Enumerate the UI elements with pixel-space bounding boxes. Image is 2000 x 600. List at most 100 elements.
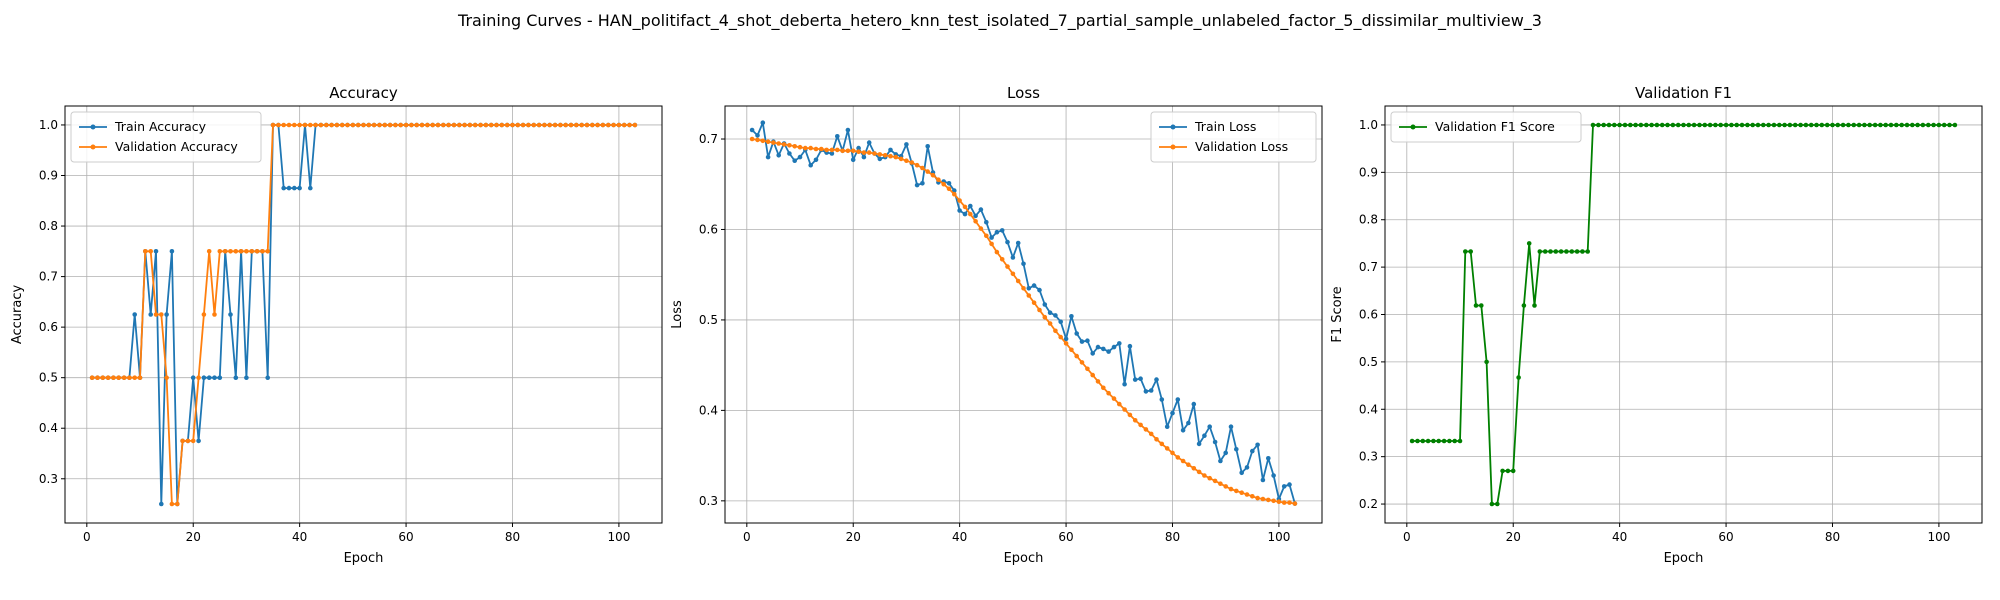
data-point [568,122,574,128]
legend-swatch-marker [1170,124,1176,130]
data-point [1244,492,1250,497]
data-point [1042,314,1048,320]
data-point [1452,438,1457,444]
data-point [1755,122,1761,128]
data-point [292,122,297,128]
data-point [930,172,936,178]
data-point [196,438,201,444]
data-point [212,375,217,381]
data-point [206,375,212,381]
data-point [1154,377,1159,382]
data-point [1718,122,1723,128]
data-point [324,122,329,128]
data-point [749,136,755,142]
data-point [1931,122,1936,128]
data-point [1287,482,1292,487]
data-point [888,153,893,159]
data-point [281,185,287,191]
data-point [462,122,467,128]
data-point [840,148,845,154]
data-point [345,122,350,128]
data-point [1569,249,1575,254]
data-point [95,375,100,381]
data-point [1436,438,1441,444]
data-point [1106,390,1111,396]
data-point [164,312,169,317]
data-point [1644,122,1649,128]
legend: Train Accuracy Validation Accuracy [70,111,262,163]
data-point [1952,122,1958,128]
x-tick-label: 20 [846,530,861,544]
data-point [952,191,957,197]
data-point [1196,469,1202,475]
data-point [1202,433,1207,439]
data-point [1063,341,1069,346]
data-point [776,141,781,146]
data-point [829,151,835,156]
data-point [361,122,366,128]
data-point [1090,372,1095,378]
data-point [403,122,409,128]
data-point [244,249,249,254]
data-point [89,375,95,381]
data-point [1047,321,1053,326]
data-point [606,122,611,128]
data-point [1558,249,1564,254]
data-point [1117,401,1122,407]
data-point [941,181,946,187]
data-point [1287,500,1292,505]
data-point [472,122,478,128]
data-point [898,156,904,162]
data-point [1729,122,1734,128]
data-point [430,122,436,128]
data-point [904,142,909,147]
data-point [787,151,792,156]
x-axis-label: Epoch [1004,551,1044,566]
data-point [308,122,313,128]
data-point [1095,379,1101,384]
data-point [1883,122,1888,128]
data-point [1117,341,1122,346]
y-tick-label: 0.7 [39,270,58,284]
data-point [1111,344,1117,350]
data-point [1761,122,1766,128]
data-point [1457,438,1463,444]
x-tick-label: 40 [952,530,967,544]
data-point [1697,122,1702,128]
y-tick-label: 0.3 [1359,450,1378,464]
data-point [989,241,994,247]
data-point [1015,278,1021,284]
data-point [387,122,393,128]
data-point [861,154,867,160]
data-point [994,229,1000,235]
data-point [1127,412,1133,418]
x-tick-label: 0 [83,530,91,544]
data-point [835,134,840,139]
data-point [441,122,446,128]
data-point [1675,122,1681,128]
data-point [765,139,771,144]
data-point [318,122,324,128]
data-point [1106,349,1111,354]
data-point [1207,424,1212,430]
data-point [1585,249,1590,254]
data-point [1101,385,1106,391]
y-axis-label: Accuracy [10,285,25,345]
data-point [1250,448,1255,454]
data-point [414,122,420,128]
data-point [1255,442,1260,448]
data-point [260,249,265,254]
data-point [1665,122,1670,128]
data-point [1840,122,1846,128]
data-point [212,312,217,317]
data-point [611,122,616,128]
data-point [1622,122,1628,128]
data-point [845,148,851,154]
data-point [1792,122,1798,128]
data-point [1005,239,1010,245]
data-point [1862,122,1867,128]
data-point [153,249,159,254]
data-point [1750,122,1755,128]
data-point [999,257,1005,262]
